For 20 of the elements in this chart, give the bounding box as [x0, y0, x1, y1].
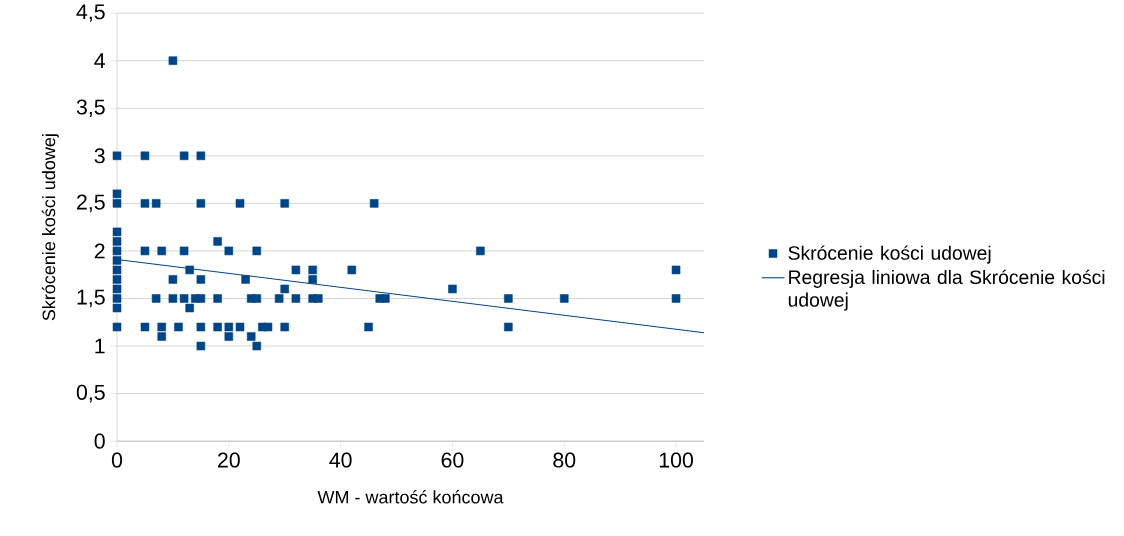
- legend-label: Regresja liniowa dla Skrócenie kości udowej: [788, 269, 1105, 311]
- legend-label: Skrócenie kości udowej: [788, 245, 991, 264]
- x-tick-label: 100: [659, 452, 693, 468]
- y-tick-label: 2,5: [77, 194, 105, 213]
- y-tick-label: 3,5: [76, 99, 105, 117]
- y-tick-label: 4: [94, 53, 105, 68]
- y-tick-label: 0: [94, 433, 105, 449]
- y-tick-label: 1,5: [77, 289, 105, 308]
- x-tick-label: 40: [329, 452, 352, 468]
- y-axis-title: Skrócenie kości udowej: [41, 134, 59, 321]
- y-tick-label: 4,5: [76, 4, 105, 22]
- x-tick-label: 60: [441, 452, 464, 468]
- y-tick-label: 3: [94, 148, 105, 164]
- y-tick-label: 2: [94, 243, 105, 259]
- x-tick-label: 0: [111, 452, 123, 468]
- y-tick-label: 1: [95, 338, 105, 354]
- x-tick-label: 20: [218, 452, 240, 468]
- x-tick-label: 80: [553, 452, 576, 468]
- x-axis-title: WM - wartość końcowa: [317, 490, 504, 504]
- y-tick-label: 0,5: [76, 384, 105, 403]
